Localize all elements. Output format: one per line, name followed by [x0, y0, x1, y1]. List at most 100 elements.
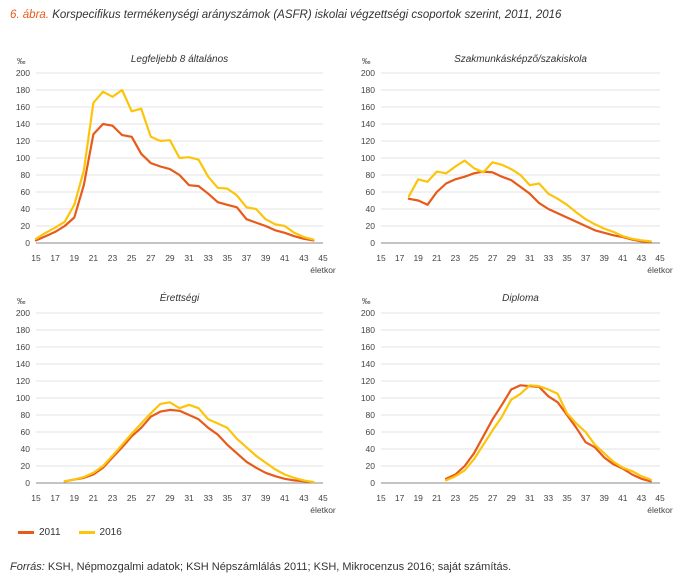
chart-1-ytick-label-140: 140: [16, 119, 30, 129]
chart-3-xtick-label-21: 21: [89, 493, 99, 503]
chart-1-xtick-label-43: 43: [299, 253, 309, 263]
chart-2-xtick-label-15: 15: [376, 253, 386, 263]
chart-3-xtick-label-35: 35: [223, 493, 233, 503]
chart-2-series-2011-line: [407, 170, 652, 244]
chart-3-ylabel: ‰: [17, 296, 26, 306]
chart-4-series-2011-line: [445, 384, 652, 483]
chart-1-series-2016-line: [34, 88, 315, 241]
chart-2-ytick-label-200: 200: [361, 68, 375, 78]
chart-4-xtick-label-21: 21: [432, 493, 442, 503]
chart-3-ytick-label-100: 100: [16, 393, 30, 403]
chart-4-xtick-label-25: 25: [469, 493, 479, 503]
chart-2-xtick-label-27: 27: [488, 253, 498, 263]
chart-2-xtick-label-21: 21: [432, 253, 442, 263]
chart-3-xtick-label-17: 17: [50, 493, 60, 503]
legend-label-2016: 2016: [99, 527, 122, 538]
chart-1-xtick-label-45: 45: [318, 253, 328, 263]
chart-3-xtick-label-37: 37: [242, 493, 252, 503]
chart-3-xtick-label-15: 15: [31, 493, 41, 503]
chart-3-ytick-label-20: 20: [21, 461, 31, 471]
chart-3-ytick-label-60: 60: [21, 427, 31, 437]
chart-4-xtick-label-19: 19: [413, 493, 423, 503]
chart-4-xtick-label-15: 15: [376, 493, 386, 503]
chart-2-xtick-label-17: 17: [395, 253, 405, 263]
chart-4-title: Diploma: [502, 293, 539, 304]
legend-item-2016: 2016: [78, 527, 122, 538]
source-lead: Forrás:: [10, 561, 45, 573]
chart-4-xtick-label-17: 17: [395, 493, 405, 503]
chart-2-xlabel: életkor: [647, 265, 673, 275]
chart-2-xtick-label-39: 39: [599, 253, 609, 263]
chart-4-ytick-label-0: 0: [370, 478, 375, 488]
chart-1-xtick-label-21: 21: [89, 253, 99, 263]
chart-1-xtick-label-17: 17: [50, 253, 60, 263]
chart-3-ytick-label-160: 160: [16, 342, 30, 352]
chart-1-ytick-label-160: 160: [16, 102, 30, 112]
chart-2-xtick-label-35: 35: [562, 253, 572, 263]
legend-swatch-2011: [18, 531, 34, 534]
chart-3-xtick-label-33: 33: [203, 493, 213, 503]
chart-2-xtick-label-45: 45: [655, 253, 665, 263]
chart-4-ytick-label-40: 40: [366, 444, 376, 454]
chart-3-xtick-label-39: 39: [261, 493, 271, 503]
chart-2-ylabel: ‰: [362, 56, 371, 66]
chart-2-xtick-label-41: 41: [618, 253, 628, 263]
chart-3-title: Érettségi: [160, 291, 200, 304]
chart-2-ytick-label-140: 140: [361, 119, 375, 129]
chart-1-xtick-label-29: 29: [165, 253, 175, 263]
chart-3-ytick-label-180: 180: [16, 325, 30, 335]
chart-2-xtick-label-37: 37: [581, 253, 591, 263]
chart-2-ytick-label-0: 0: [370, 238, 375, 248]
chart-1-xtick-label-35: 35: [223, 253, 233, 263]
figure-title-text: Korspecifikus termékenységi arányszámok …: [52, 9, 562, 21]
chart-3-xlabel: életkor: [310, 505, 336, 515]
chart-4-xtick-label-31: 31: [525, 493, 535, 503]
chart-2-xtick-label-43: 43: [637, 253, 647, 263]
chart-2-xtick-label-29: 29: [506, 253, 516, 263]
chart-3-xtick-label-31: 31: [184, 493, 194, 503]
chart-4-ytick-label-120: 120: [361, 376, 375, 386]
chart-2-xtick-label-25: 25: [469, 253, 479, 263]
chart-2-xtick-label-19: 19: [413, 253, 423, 263]
chart-3-xtick-label-41: 41: [280, 493, 290, 503]
chart-4-xtick-label-29: 29: [506, 493, 516, 503]
chart-2-ytick-label-180: 180: [361, 85, 375, 95]
chart-4-ytick-label-80: 80: [366, 410, 376, 420]
chart-1-ytick-label-40: 40: [21, 204, 31, 214]
chart-2-ytick-label-40: 40: [366, 204, 376, 214]
chart-2-ytick-label-120: 120: [361, 136, 375, 146]
chart-1-ytick-label-100: 100: [16, 153, 30, 163]
legend-item-2011: 2011: [18, 527, 61, 538]
chart-1-series-2011-line: [34, 122, 315, 242]
chart-1-xtick-label-41: 41: [280, 253, 290, 263]
source-text: KSH, Népmozgalmi adatok; KSH Népszámlálá…: [44, 561, 512, 573]
chart-3-ytick-label-140: 140: [16, 359, 30, 369]
chart-1-xtick-label-19: 19: [70, 253, 80, 263]
chart-4-xtick-label-45: 45: [655, 493, 665, 503]
chart-4-xtick-label-41: 41: [618, 493, 628, 503]
chart-4-series-2016-line: [445, 384, 652, 482]
chart-2-ytick-label-20: 20: [366, 221, 376, 231]
chart-4-xtick-label-43: 43: [637, 493, 647, 503]
legend-swatch-2016: [78, 531, 95, 534]
chart-1-xtick-label-27: 27: [146, 253, 156, 263]
chart-4-xtick-label-27: 27: [488, 493, 498, 503]
chart-1-ylabel: ‰: [17, 56, 26, 66]
chart-1-ytick-label-80: 80: [21, 170, 31, 180]
legend-label-2011: 2011: [39, 527, 61, 538]
chart-2-ytick-label-60: 60: [366, 187, 376, 197]
figure-number: 6. ábra.: [10, 9, 49, 21]
chart-2-series-2016-line: [407, 159, 652, 243]
chart-4-ytick-label-160: 160: [361, 342, 375, 352]
chart-3-xtick-label-27: 27: [146, 493, 156, 503]
chart-4-ylabel: ‰: [362, 296, 371, 306]
chart-2-ytick-label-100: 100: [361, 153, 375, 163]
chart-1-ytick-label-120: 120: [16, 136, 30, 146]
chart-1-xtick-label-31: 31: [184, 253, 194, 263]
figure-title: 6. ábra. Korspecifikus termékenységi ará…: [10, 9, 561, 21]
chart-4-ytick-label-200: 200: [361, 308, 375, 318]
chart-4-xtick-label-39: 39: [599, 493, 609, 503]
chart-3-ytick-label-200: 200: [16, 308, 30, 318]
chart-2-ytick-label-80: 80: [366, 170, 376, 180]
chart-1-xlabel: életkor: [310, 265, 336, 275]
